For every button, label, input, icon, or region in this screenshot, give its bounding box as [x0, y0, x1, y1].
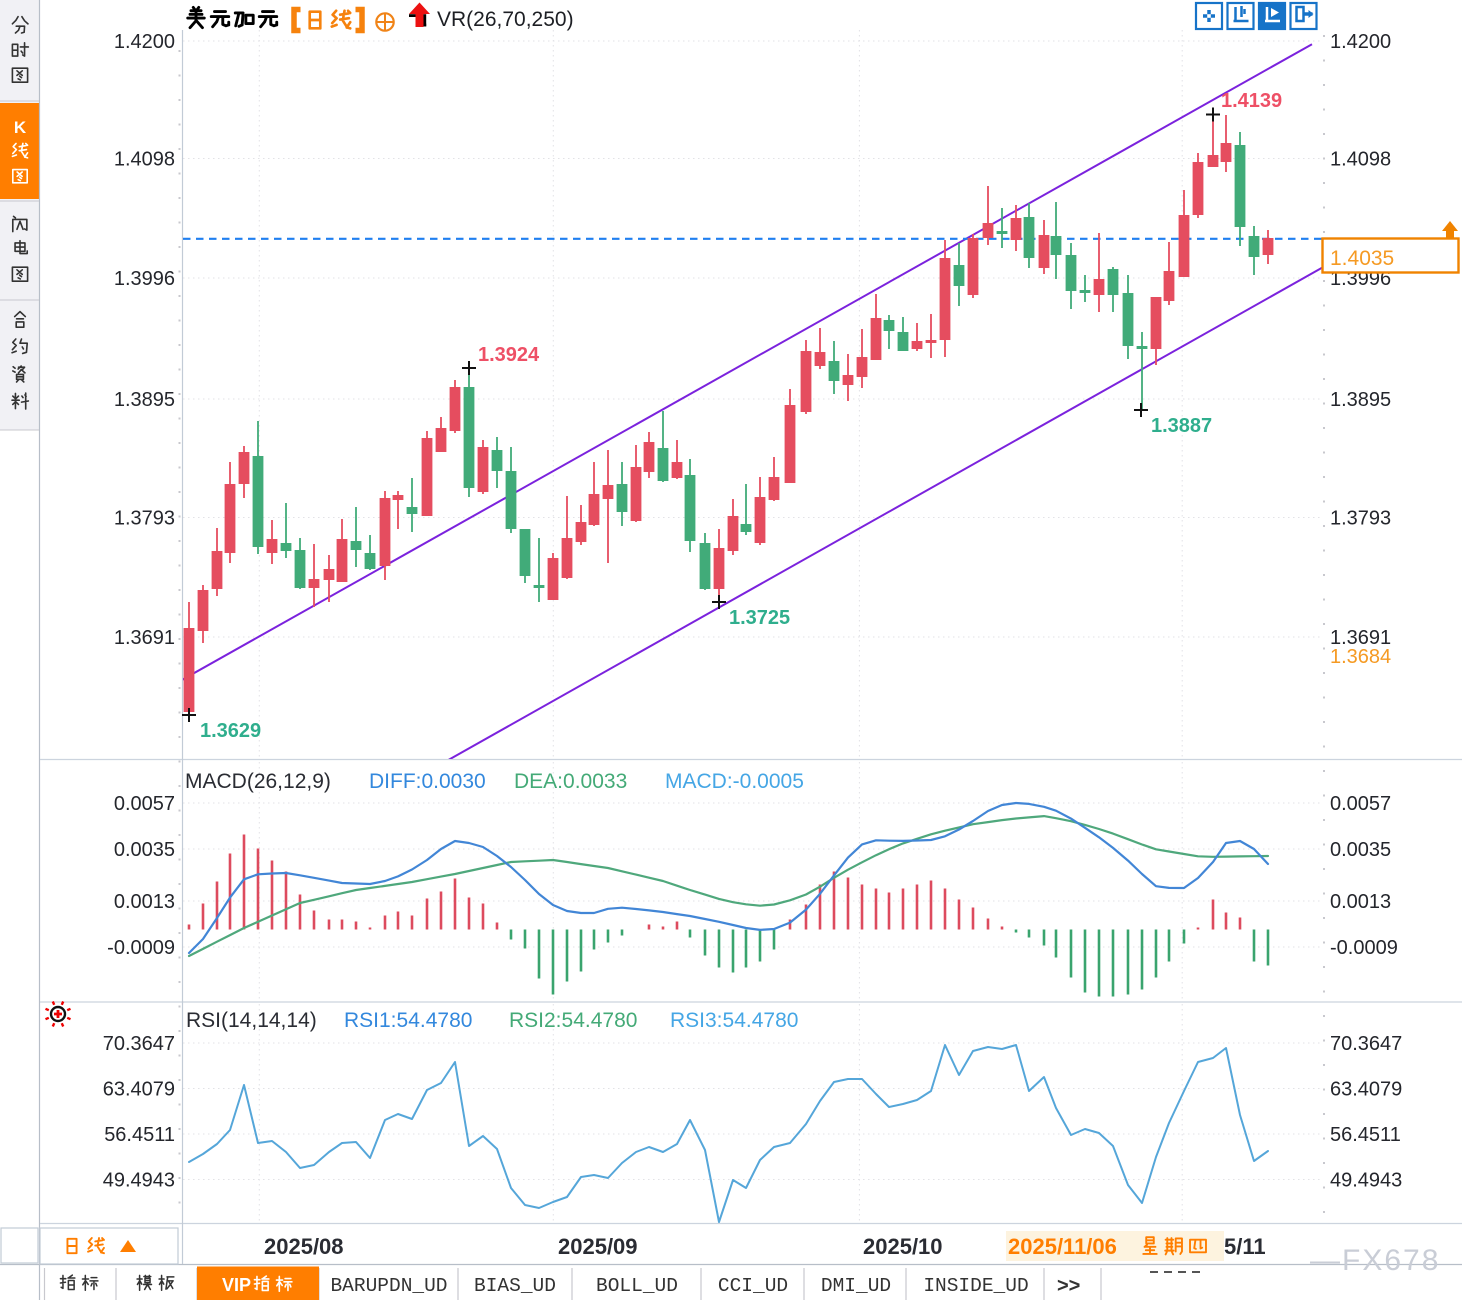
svg-text:2025/10: 2025/10	[863, 1234, 943, 1259]
svg-text:VR(26,70,250): VR(26,70,250)	[437, 8, 574, 31]
svg-text:BARUPDN_UD: BARUPDN_UD	[330, 1275, 447, 1297]
svg-text:1.3691: 1.3691	[114, 627, 175, 649]
svg-text:DEA:0.0033: DEA:0.0033	[514, 770, 627, 793]
svg-text:0.0035: 0.0035	[114, 839, 175, 861]
svg-text:1.3895: 1.3895	[114, 389, 175, 411]
svg-text:0.0057: 0.0057	[1330, 793, 1391, 815]
svg-text:VIP: VIP	[222, 1275, 251, 1295]
svg-text:49.4943: 49.4943	[1330, 1170, 1402, 1192]
svg-text:0.0057: 0.0057	[114, 793, 175, 815]
svg-text:CCI_UD: CCI_UD	[718, 1275, 788, 1297]
svg-text:DIFF:0.0030: DIFF:0.0030	[369, 770, 486, 793]
svg-text:1.3793: 1.3793	[1330, 508, 1391, 530]
svg-text:MACD:-0.0005: MACD:-0.0005	[665, 770, 804, 793]
svg-text:—FX678: —FX678	[1310, 1244, 1440, 1277]
svg-text:1.4200: 1.4200	[1330, 31, 1391, 53]
svg-text:1.4200: 1.4200	[114, 31, 175, 53]
svg-text:1.3725: 1.3725	[729, 607, 790, 629]
svg-text:1.3629: 1.3629	[200, 720, 261, 742]
svg-text:-0.0009: -0.0009	[107, 937, 175, 959]
svg-text:INSIDE_UD: INSIDE_UD	[923, 1275, 1028, 1297]
svg-text:63.4079: 63.4079	[103, 1079, 175, 1101]
svg-text:56.4511: 56.4511	[1330, 1124, 1401, 1146]
svg-text:-0.0009: -0.0009	[1330, 937, 1398, 959]
svg-text:RSI3:54.4780: RSI3:54.4780	[670, 1009, 798, 1032]
svg-text:1.4035: 1.4035	[1330, 247, 1394, 270]
svg-text:1.3793: 1.3793	[114, 508, 175, 530]
svg-text:1.3996: 1.3996	[114, 268, 175, 290]
svg-text:49.4943: 49.4943	[103, 1170, 175, 1192]
svg-text:2025/11/06: 2025/11/06	[1008, 1234, 1117, 1259]
svg-text:1.3691: 1.3691	[1330, 627, 1391, 649]
svg-text:63.4079: 63.4079	[1330, 1079, 1402, 1101]
svg-text:5/11: 5/11	[1224, 1234, 1266, 1259]
svg-text:BOLL_UD: BOLL_UD	[596, 1275, 678, 1297]
svg-text:RSI2:54.4780: RSI2:54.4780	[509, 1009, 637, 1032]
svg-text:0.0013: 0.0013	[1330, 891, 1391, 913]
svg-text:1.3924: 1.3924	[478, 344, 540, 366]
svg-text:70.3647: 70.3647	[1330, 1033, 1402, 1055]
svg-text:70.3647: 70.3647	[103, 1033, 175, 1055]
svg-text:2025/08: 2025/08	[264, 1234, 344, 1259]
svg-text:MACD(26,12,9): MACD(26,12,9)	[185, 770, 331, 793]
svg-text:RSI1:54.4780: RSI1:54.4780	[344, 1009, 472, 1032]
svg-text:K: K	[14, 118, 27, 137]
svg-text:1.4098: 1.4098	[1330, 149, 1391, 171]
svg-text:1.3895: 1.3895	[1330, 389, 1391, 411]
svg-text:0.0035: 0.0035	[1330, 839, 1391, 861]
svg-text:56.4511: 56.4511	[104, 1124, 175, 1146]
svg-text:1.4098: 1.4098	[114, 149, 175, 171]
svg-text:>>: >>	[1057, 1275, 1080, 1297]
svg-text:1.3887: 1.3887	[1151, 415, 1212, 437]
svg-text:DMI_UD: DMI_UD	[821, 1275, 891, 1297]
svg-text:1.3684: 1.3684	[1330, 646, 1391, 668]
svg-text:BIAS_UD: BIAS_UD	[474, 1275, 556, 1297]
svg-text:0.0013: 0.0013	[114, 891, 175, 913]
svg-text:RSI(14,14,14): RSI(14,14,14)	[186, 1009, 317, 1032]
svg-text:2025/09: 2025/09	[558, 1234, 638, 1259]
svg-text:1.4139: 1.4139	[1221, 90, 1282, 112]
